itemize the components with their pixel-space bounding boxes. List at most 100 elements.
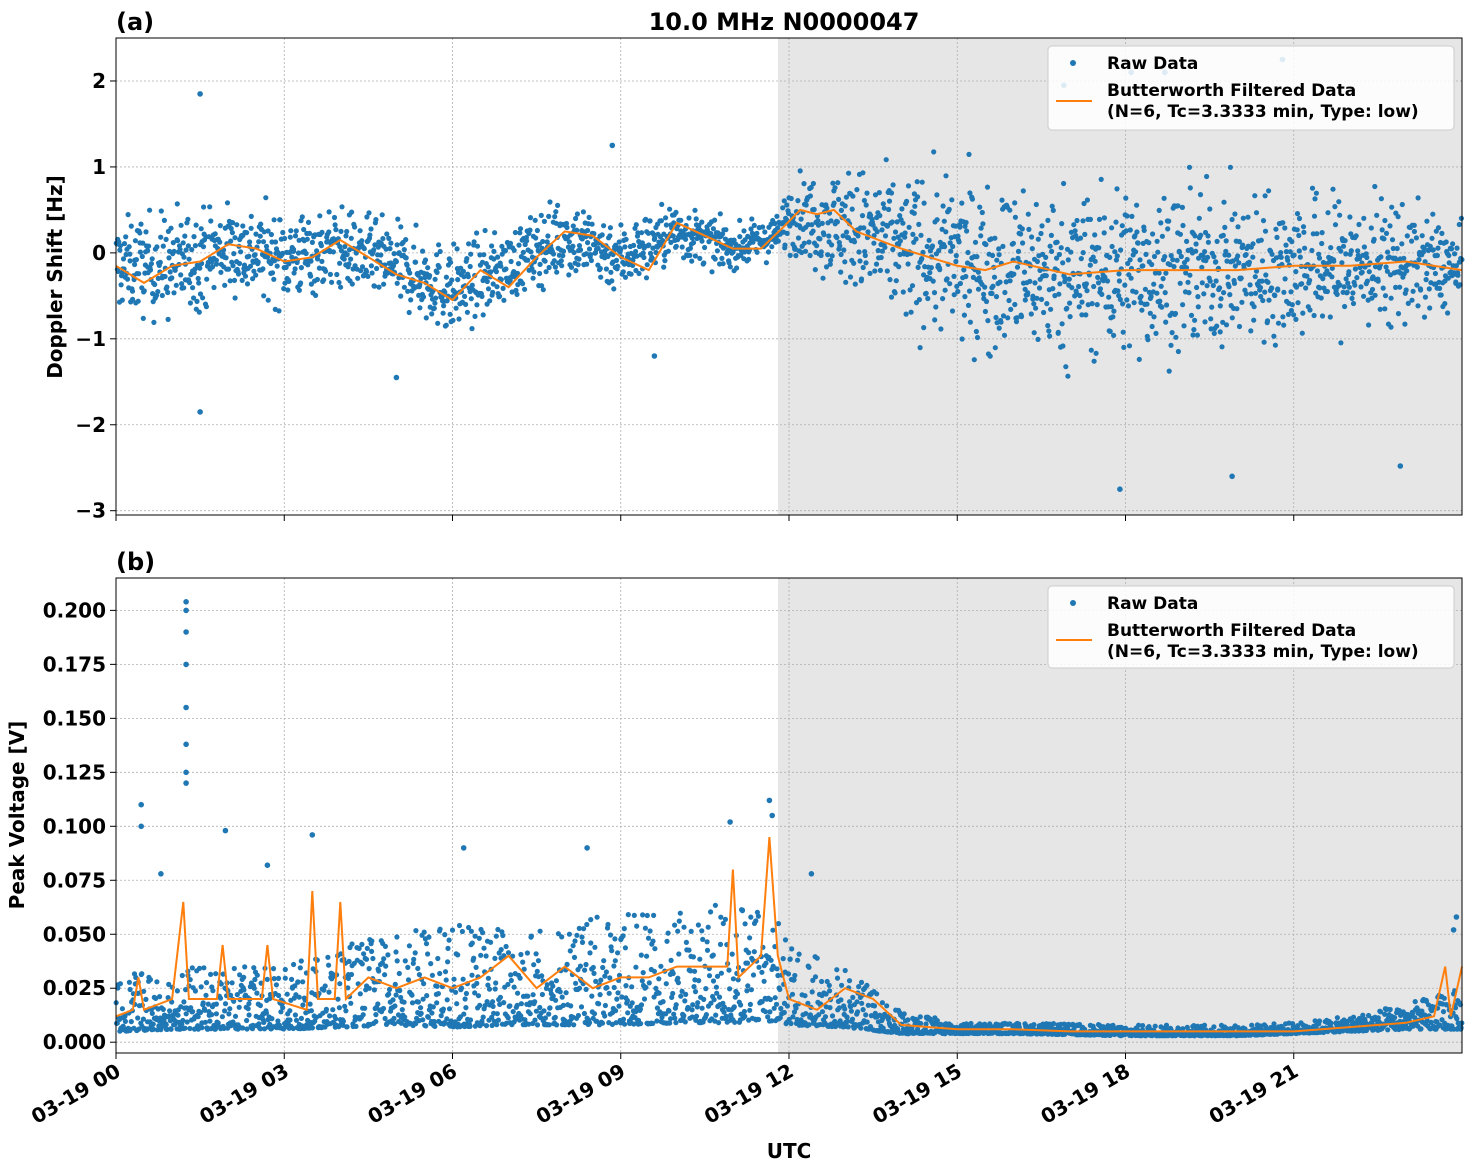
panel-a: 210−1−2−3 (a) 10.0 MHz N0000047 Doppler … xyxy=(43,8,1465,523)
raw-point xyxy=(336,279,342,286)
raw-point xyxy=(1271,1021,1277,1027)
raw-point xyxy=(177,246,183,252)
raw-point xyxy=(691,984,697,990)
raw-point xyxy=(1205,239,1211,245)
raw-point xyxy=(879,1000,886,1006)
raw-point xyxy=(950,243,956,250)
raw-point xyxy=(450,317,456,323)
raw-point xyxy=(983,298,990,305)
raw-point xyxy=(838,997,844,1003)
raw-point xyxy=(382,943,388,950)
raw-point xyxy=(658,218,665,224)
raw-point xyxy=(165,289,171,296)
raw-point xyxy=(689,1014,695,1020)
raw-point xyxy=(261,229,267,235)
raw-point xyxy=(213,1001,219,1007)
raw-point xyxy=(754,230,760,236)
raw-point xyxy=(559,263,565,269)
raw-point xyxy=(651,353,658,359)
raw-point xyxy=(1311,312,1317,319)
raw-point xyxy=(911,210,917,216)
raw-point xyxy=(494,1011,500,1017)
raw-point xyxy=(1145,337,1151,343)
raw-point xyxy=(210,988,216,994)
raw-point xyxy=(642,925,649,931)
raw-point xyxy=(1300,224,1307,230)
raw-point xyxy=(1439,230,1445,236)
raw-point xyxy=(1106,294,1112,300)
raw-point xyxy=(522,286,528,292)
raw-point xyxy=(213,971,219,977)
raw-point xyxy=(692,968,698,974)
raw-point xyxy=(490,289,496,295)
raw-point xyxy=(601,223,607,229)
raw-point xyxy=(460,268,466,274)
raw-point xyxy=(1302,245,1308,251)
raw-point xyxy=(178,272,184,278)
raw-point xyxy=(782,242,788,248)
raw-point xyxy=(533,951,539,957)
raw-point xyxy=(489,1022,495,1029)
raw-point xyxy=(1110,314,1116,320)
raw-point xyxy=(1316,251,1322,257)
raw-point xyxy=(636,270,642,277)
raw-point xyxy=(1377,306,1383,312)
raw-point xyxy=(878,254,884,261)
raw-point xyxy=(1107,328,1113,334)
raw-point xyxy=(860,1007,866,1013)
raw-point xyxy=(281,286,287,292)
raw-point xyxy=(1383,230,1390,236)
raw-point xyxy=(418,276,424,282)
raw-point xyxy=(803,202,809,208)
raw-point xyxy=(1236,239,1242,245)
raw-point xyxy=(485,982,491,988)
raw-point xyxy=(557,989,563,995)
raw-point xyxy=(897,213,903,219)
raw-point xyxy=(825,252,831,258)
raw-point xyxy=(1054,239,1060,245)
raw-point xyxy=(494,284,500,290)
raw-point xyxy=(912,203,918,209)
raw-point xyxy=(1421,245,1427,251)
raw-point xyxy=(1139,307,1145,313)
raw-point xyxy=(425,951,431,957)
raw-point xyxy=(832,185,838,191)
raw-point xyxy=(229,230,235,236)
raw-point xyxy=(972,239,979,245)
raw-point xyxy=(1231,280,1238,286)
raw-point xyxy=(144,1026,151,1032)
raw-point xyxy=(1187,272,1193,278)
raw-point xyxy=(520,959,526,965)
raw-point xyxy=(1342,303,1348,310)
raw-point xyxy=(957,280,964,287)
raw-point xyxy=(386,991,392,997)
raw-point xyxy=(732,1019,738,1025)
raw-point xyxy=(719,255,725,261)
raw-point xyxy=(1262,289,1268,295)
raw-point xyxy=(369,938,375,944)
raw-point xyxy=(520,281,526,287)
raw-point xyxy=(1058,245,1064,251)
raw-point xyxy=(308,273,314,279)
raw-point xyxy=(451,976,457,982)
raw-point xyxy=(975,269,982,275)
raw-point xyxy=(528,933,535,939)
raw-point xyxy=(721,1009,727,1015)
raw-point xyxy=(1168,253,1174,259)
raw-point xyxy=(689,258,695,264)
raw-point xyxy=(163,1022,169,1028)
raw-point xyxy=(1021,269,1028,275)
raw-point xyxy=(926,237,932,243)
raw-point xyxy=(1382,293,1389,299)
raw-point xyxy=(805,1000,811,1006)
panel-a-legend: Raw Data Butterworth Filtered Data (N=6,… xyxy=(1047,45,1455,131)
raw-point xyxy=(447,311,453,317)
raw-point xyxy=(618,246,624,253)
raw-point xyxy=(446,1006,453,1012)
raw-point xyxy=(117,243,123,249)
raw-point xyxy=(747,935,753,941)
raw-point xyxy=(1221,290,1227,296)
raw-point xyxy=(380,236,386,242)
raw-point xyxy=(171,290,177,296)
raw-point xyxy=(814,243,820,249)
